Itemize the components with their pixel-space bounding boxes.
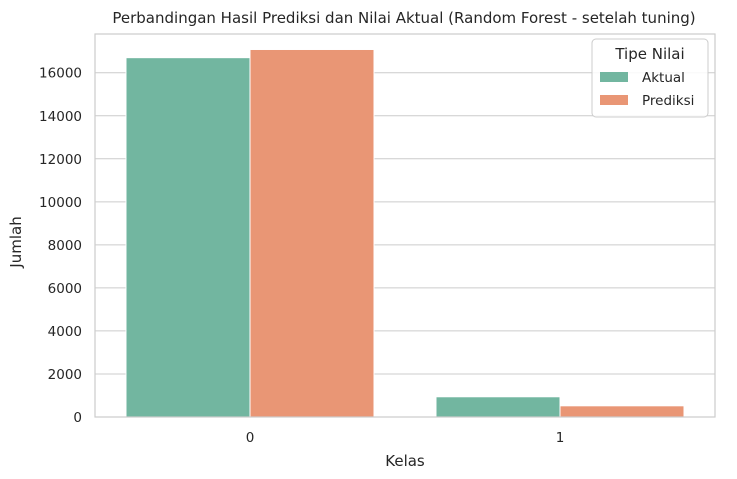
- legend-swatch: [600, 72, 628, 82]
- x-axis-label: Kelas: [385, 452, 425, 470]
- bar-prediksi-1: [559, 405, 685, 418]
- y-axis-label: Jumlah: [7, 216, 25, 268]
- y-tick-label: 12000: [39, 152, 82, 168]
- y-tick-label: 8000: [48, 238, 82, 254]
- x-tick-label: 0: [246, 430, 255, 446]
- legend-title: Tipe Nilai: [614, 45, 684, 63]
- x-tick-label: 1: [556, 430, 565, 446]
- bar-aktual-1: [435, 396, 561, 418]
- bar-aktual-0: [125, 57, 251, 418]
- bar-prediksi-0: [249, 48, 375, 418]
- y-tick-label: 4000: [48, 324, 82, 340]
- y-tick-label: 2000: [48, 367, 82, 383]
- y-tick-label: 14000: [39, 109, 82, 125]
- y-tick-label: 6000: [48, 281, 82, 297]
- bars: [125, 48, 685, 418]
- legend: Tipe Nilai Aktual Prediksi: [591, 38, 709, 118]
- y-tick-labels: 0 2000 4000 6000 8000 10000 12000 14000 16000: [39, 66, 82, 426]
- legend-label: Prediksi: [642, 93, 694, 109]
- chart-title: Perbandingan Hasil Prediksi dan Nilai Ak…: [112, 9, 695, 27]
- y-tick-label: 0: [73, 410, 82, 426]
- legend-swatch: [600, 95, 628, 105]
- y-tick-label: 10000: [39, 195, 82, 211]
- legend-label: Aktual: [642, 70, 685, 86]
- y-tick-label: 16000: [39, 66, 82, 82]
- plot-frame: [94, 33, 716, 418]
